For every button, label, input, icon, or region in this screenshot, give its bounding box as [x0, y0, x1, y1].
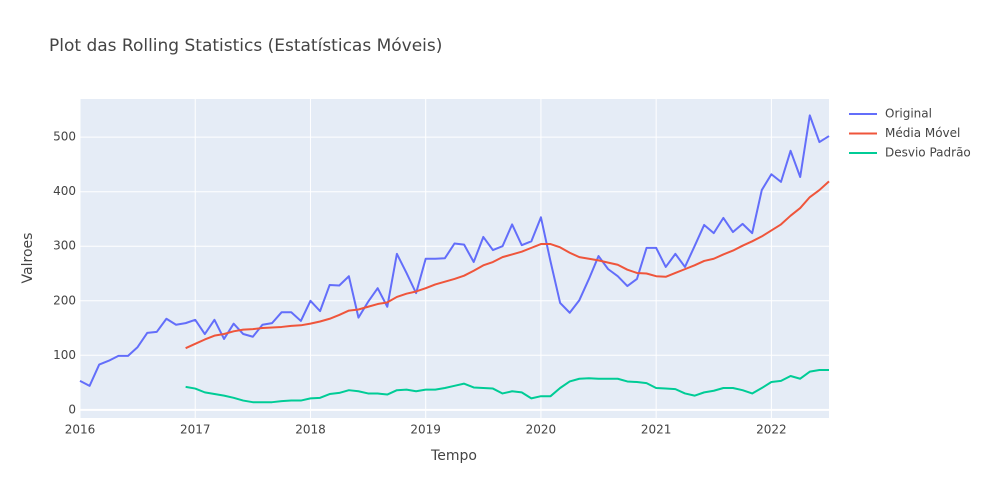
- legend-label[interactable]: Original: [885, 107, 932, 121]
- series-line: [185, 180, 830, 350]
- legend-label[interactable]: Média Móvel: [885, 126, 960, 140]
- x-tick-label: 2018: [295, 423, 326, 437]
- x-tick-label: 2017: [180, 423, 211, 437]
- y-tick-label: 200: [53, 293, 76, 307]
- x-tick-label: 2021: [641, 423, 672, 437]
- series-line: [185, 369, 829, 404]
- legend-label[interactable]: Desvio Padrão: [885, 146, 971, 160]
- y-axis-title: Valroes: [20, 233, 36, 284]
- x-tick-label: 2016: [65, 423, 96, 437]
- x-tick-label: 2020: [526, 423, 557, 437]
- chart-title: Plot das Rolling Statistics (Estatística…: [49, 36, 442, 56]
- y-tick-label: 100: [53, 348, 76, 362]
- x-tick-label: 2022: [756, 423, 787, 437]
- y-tick-label: 500: [53, 130, 76, 144]
- y-tick-label: 400: [53, 184, 76, 198]
- series-line: [79, 114, 830, 387]
- x-axis-title: Tempo: [430, 448, 477, 464]
- y-tick-label: 0: [68, 402, 76, 416]
- y-tick-label: 300: [53, 239, 76, 253]
- plot-area: [80, 99, 829, 418]
- x-tick-label: 2019: [410, 423, 441, 437]
